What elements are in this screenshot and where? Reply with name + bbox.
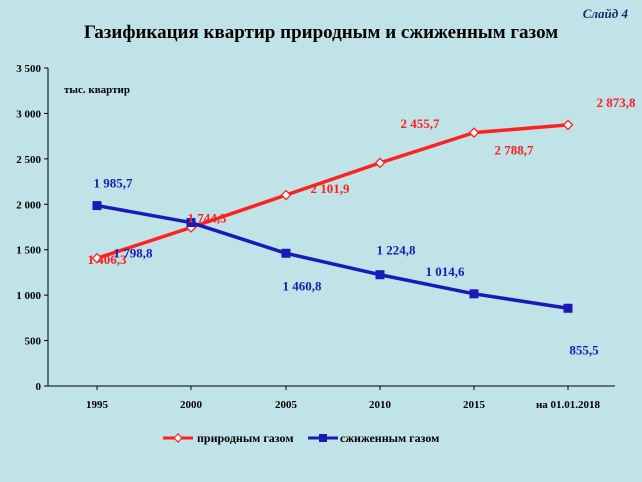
- data-point-marker: [468, 127, 480, 139]
- data-label: 2 455,7: [401, 116, 441, 131]
- data-label: 1 406,3: [88, 252, 128, 267]
- data-labels: 1 406,3 1 744,3 2 101,9 2 455,7 2 788,7 2 873…: [88, 95, 637, 357]
- data-point-marker: [91, 252, 103, 264]
- data-point-marker: [186, 218, 196, 228]
- x-tick-label: 1995: [86, 399, 109, 411]
- data-point-marker: [562, 119, 574, 131]
- data-label: 1 744,3: [188, 211, 228, 226]
- data-label: 1 985,7: [94, 176, 134, 191]
- data-point-marker: [281, 248, 291, 258]
- data-label: 2 788,7: [495, 143, 535, 158]
- data-point-marker: [280, 189, 292, 201]
- y-tick-label: 3 500: [16, 63, 41, 75]
- y-axis-unit-label: тыс. квартир: [64, 84, 130, 96]
- data-point-marker: [469, 289, 479, 299]
- series-line-1: [96, 123, 569, 260]
- data-label: 1 798,8: [114, 246, 154, 261]
- x-tick-label: 2000: [180, 399, 203, 411]
- data-label: 1 224,8: [377, 243, 417, 258]
- slide-number-label: Слайд 4: [582, 6, 628, 21]
- chart-title: Газификация квартир природным и сжиженны…: [83, 22, 559, 43]
- series-line-2: [96, 203, 569, 311]
- legend-label: сжиженным газом: [340, 431, 439, 445]
- x-axis-ticks: 1995 2000 2005 2010 2015 на 01.01.2018: [86, 386, 601, 411]
- x-tick-label: 2010: [369, 399, 392, 411]
- x-tick-label: 2015: [463, 399, 486, 411]
- y-tick-label: 3 000: [16, 108, 41, 120]
- data-label: 855,5: [569, 342, 599, 357]
- x-tick-label: 2005: [275, 399, 298, 411]
- y-tick-label: 500: [25, 336, 42, 348]
- data-label: 1 460,8: [283, 278, 323, 293]
- y-tick-label: 0: [36, 381, 42, 393]
- x-tick-label: на 01.01.2018: [536, 399, 601, 411]
- y-tick-label: 2 500: [16, 154, 41, 166]
- data-point-marker: [374, 157, 386, 169]
- y-tick-label: 1 000: [16, 290, 41, 302]
- data-label: 2 873,8: [597, 95, 637, 110]
- y-tick-label: 1 500: [16, 245, 41, 257]
- y-tick-label: 2 000: [16, 199, 41, 211]
- legend-marker: [173, 433, 183, 443]
- data-point-marker: [563, 303, 573, 313]
- data-point-marker: [375, 270, 385, 280]
- legend-marker: [319, 434, 327, 442]
- y-axis-ticks: 0 500 1 000 1 500 2 000 2 500 3 000 3 500: [16, 63, 48, 393]
- axes: [47, 68, 615, 387]
- data-label: 2 101,9: [311, 181, 351, 196]
- series-layer: [91, 119, 574, 313]
- data-point-marker: [92, 201, 102, 211]
- legend: природным газом сжиженным газом: [163, 431, 439, 445]
- data-label: 1 014,6: [426, 264, 466, 279]
- legend-label: природным газом: [197, 431, 294, 445]
